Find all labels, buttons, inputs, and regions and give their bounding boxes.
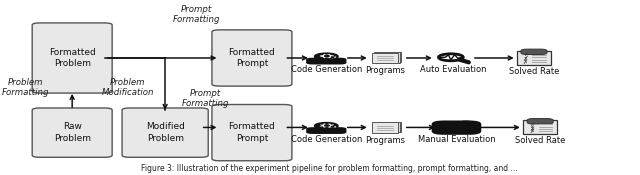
Text: ✓: ✓ bbox=[529, 122, 534, 127]
Text: ✓: ✓ bbox=[523, 55, 528, 60]
Circle shape bbox=[314, 122, 338, 129]
Text: Problem
Modification: Problem Modification bbox=[102, 78, 154, 97]
FancyBboxPatch shape bbox=[431, 120, 481, 135]
Text: Problem
Formatting: Problem Formatting bbox=[2, 78, 49, 97]
FancyBboxPatch shape bbox=[32, 108, 112, 157]
Polygon shape bbox=[319, 124, 334, 128]
Text: ✗: ✗ bbox=[529, 127, 534, 132]
Text: Solved Rate: Solved Rate bbox=[515, 136, 565, 145]
Text: Programs: Programs bbox=[365, 66, 405, 75]
Text: Code Generation: Code Generation bbox=[291, 65, 362, 74]
Circle shape bbox=[324, 55, 329, 57]
FancyBboxPatch shape bbox=[521, 49, 547, 55]
Text: Formatted
Prompt: Formatted Prompt bbox=[228, 48, 275, 68]
FancyBboxPatch shape bbox=[527, 119, 553, 124]
FancyBboxPatch shape bbox=[516, 51, 551, 65]
FancyBboxPatch shape bbox=[374, 122, 400, 132]
Circle shape bbox=[332, 126, 333, 127]
Circle shape bbox=[332, 57, 333, 58]
Text: ✓: ✓ bbox=[523, 52, 528, 57]
Circle shape bbox=[448, 122, 461, 126]
FancyBboxPatch shape bbox=[306, 127, 346, 134]
FancyBboxPatch shape bbox=[323, 57, 330, 60]
FancyBboxPatch shape bbox=[375, 52, 401, 62]
Polygon shape bbox=[319, 54, 334, 58]
Text: Prompt
Formatting: Prompt Formatting bbox=[182, 89, 229, 108]
Text: Formatted
Problem: Formatted Problem bbox=[49, 48, 95, 68]
Circle shape bbox=[314, 53, 338, 60]
Text: ✗: ✗ bbox=[523, 57, 528, 62]
Text: Formatted
Prompt: Formatted Prompt bbox=[228, 122, 275, 143]
Polygon shape bbox=[328, 56, 337, 58]
Text: Raw
Problem: Raw Problem bbox=[54, 122, 91, 143]
FancyBboxPatch shape bbox=[122, 108, 208, 157]
Circle shape bbox=[324, 125, 329, 126]
Text: ✗: ✗ bbox=[523, 60, 528, 64]
Text: ✓: ✓ bbox=[529, 124, 534, 129]
FancyBboxPatch shape bbox=[323, 126, 330, 130]
FancyBboxPatch shape bbox=[306, 58, 346, 65]
Text: Prompt
Formatting: Prompt Formatting bbox=[172, 5, 220, 24]
Text: Modified
Problem: Modified Problem bbox=[146, 122, 184, 143]
FancyBboxPatch shape bbox=[212, 104, 292, 161]
Text: Auto Evaluation: Auto Evaluation bbox=[420, 65, 486, 74]
FancyBboxPatch shape bbox=[523, 120, 557, 134]
FancyBboxPatch shape bbox=[372, 122, 398, 132]
Text: Solved Rate: Solved Rate bbox=[509, 67, 559, 76]
Text: ✗: ✗ bbox=[529, 129, 534, 134]
Text: Code Generation: Code Generation bbox=[291, 135, 362, 144]
FancyBboxPatch shape bbox=[372, 53, 398, 63]
FancyBboxPatch shape bbox=[32, 23, 112, 93]
Text: Programs: Programs bbox=[365, 135, 405, 145]
FancyBboxPatch shape bbox=[375, 121, 401, 132]
Text: Figure 3: Illustration of the experiment pipeline for problem formatting, prompt: Figure 3: Illustration of the experiment… bbox=[141, 164, 518, 173]
Text: Manual Evaluation: Manual Evaluation bbox=[418, 135, 495, 144]
FancyBboxPatch shape bbox=[212, 30, 292, 86]
Polygon shape bbox=[328, 126, 337, 128]
FancyBboxPatch shape bbox=[374, 52, 400, 63]
